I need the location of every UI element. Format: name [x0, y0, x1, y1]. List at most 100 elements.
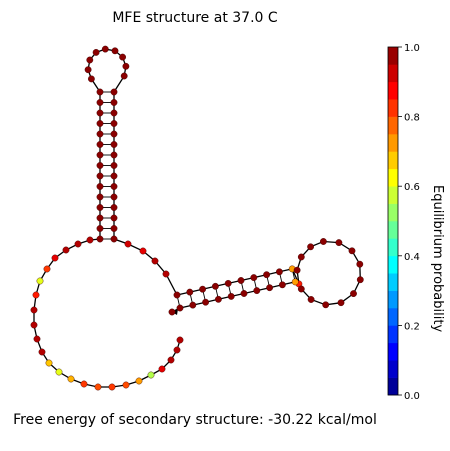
nucleotide-dot: [173, 346, 181, 354]
nucleotide-dot: [139, 247, 147, 255]
nucleotide-dot: [92, 49, 100, 56]
nucleotide-dot: [176, 304, 184, 312]
nucleotide-dot: [30, 321, 38, 329]
colorbar-segment: [388, 64, 398, 83]
nucleotide-dot: [96, 141, 104, 148]
backbone: [33, 48, 361, 388]
nucleotide-dot: [96, 88, 104, 96]
nucleotide-dot: [96, 151, 104, 159]
figure-title: MFE structure at 37.0 C: [112, 10, 278, 26]
nucleotide-dot: [275, 268, 283, 276]
nucleotide-dot: [86, 236, 94, 244]
nucleotide-dot: [110, 204, 118, 211]
nucleotide-dot: [55, 368, 63, 376]
nucleotide-dot: [307, 296, 315, 303]
nucleotide-dot: [151, 257, 159, 265]
nucleotide-dot: [147, 371, 155, 379]
nucleotide-dot: [293, 266, 301, 274]
nucleotide-dot: [80, 380, 88, 388]
nucleotide-dot: [124, 240, 132, 248]
nucleotide-dot: [30, 306, 38, 314]
nucleotide-dot: [250, 274, 258, 281]
nucleotide-dot: [263, 271, 270, 279]
nucleotide-dot: [173, 291, 181, 299]
nucleotide-dot: [119, 53, 127, 61]
nucleotide-dot: [51, 254, 59, 262]
colorbar-segment: [388, 134, 398, 152]
colorbar-tick-label: 0.2: [404, 321, 420, 332]
nucleotide-dot: [348, 247, 356, 255]
nucleotide-dot: [122, 62, 130, 70]
nucleotide-dot: [189, 301, 197, 309]
nucleotide-dot: [96, 183, 104, 190]
nucleotide-dot: [33, 335, 41, 343]
nucleotide-dot: [214, 295, 222, 303]
nucleotide-dot: [291, 278, 299, 286]
colorbar-segment: [388, 186, 398, 204]
nucleotide-dot: [337, 299, 345, 307]
nucleotide-dot: [176, 336, 184, 344]
colorbar-label: Equilibrium probability: [430, 185, 445, 333]
colorbar-tick-label: 0.0: [404, 391, 420, 402]
nucleotide-dot: [307, 243, 314, 251]
colorbar-segment: [388, 273, 398, 291]
nucleotide-dot: [110, 172, 118, 180]
nucleotide-dot: [322, 301, 330, 309]
nucleotide-dot: [122, 381, 130, 389]
nucleotide-dot: [253, 287, 261, 294]
colorbar-segment: [388, 377, 398, 396]
nucleotide-dot: [167, 356, 175, 364]
nucleotide-dot: [224, 279, 232, 287]
nucleotide-dot: [108, 383, 116, 391]
nucleotide-dot: [94, 383, 102, 391]
nucleotide-dot: [240, 290, 248, 297]
nucleotide-dot: [96, 172, 104, 180]
nucleotides: [30, 45, 364, 391]
colorbar-segment: [388, 290, 398, 309]
nucleotide-dot: [110, 151, 118, 159]
nucleotide-dot: [162, 270, 170, 278]
colorbar: 0.0 0.2 0.4 0.6 0.8 1.0: [387, 43, 420, 402]
nucleotide-dot: [36, 277, 44, 285]
nucleotide-dot: [74, 240, 82, 248]
nucleotide-dot: [110, 193, 118, 201]
nucleotide-dot: [168, 308, 176, 316]
backbone-path: [33, 48, 361, 388]
nucleotide-dot: [96, 99, 104, 106]
nucleotide-dot: [110, 109, 118, 117]
nucleotide-dot: [110, 183, 118, 190]
nucleotide-dot: [101, 45, 109, 53]
nucleotide-dot: [67, 375, 75, 383]
nucleotide-dot: [96, 193, 104, 201]
nucleotide-dot: [111, 47, 119, 55]
nucleotide-dot: [88, 75, 95, 83]
nucleotide-dot: [96, 225, 104, 232]
nucleotide-dot: [120, 72, 128, 80]
nucleotide-dot: [96, 130, 104, 138]
colorbar-segment: [388, 238, 398, 257]
colorbar-tick-label: 0.8: [404, 113, 420, 124]
colorbar-segment: [388, 203, 398, 222]
nucleotide-dot: [211, 282, 219, 290]
nucleotide-dot: [227, 292, 235, 300]
nucleotide-dot: [110, 88, 118, 96]
nucleotide-dot: [135, 377, 143, 385]
nucleotide-dot: [158, 365, 166, 373]
colorbar-segment: [388, 168, 398, 187]
colorbar-tick-label: 1.0: [404, 43, 420, 54]
colorbar-segment: [388, 325, 398, 344]
colorbar-segment: [388, 81, 398, 100]
nucleotide-dot: [86, 56, 94, 64]
nucleotide-dot: [110, 120, 118, 127]
nucleotide-dot: [43, 265, 51, 273]
nucleotide-dot: [96, 235, 104, 243]
colorbar-segment: [388, 151, 398, 170]
nucleotide-dot: [32, 291, 40, 299]
colorbar-tick-label: 0.6: [404, 182, 420, 193]
nucleotide-dot: [335, 239, 343, 247]
nucleotide-dot: [266, 284, 273, 292]
nucleotide-dot: [96, 162, 104, 169]
nucleotide-dot: [110, 214, 118, 222]
